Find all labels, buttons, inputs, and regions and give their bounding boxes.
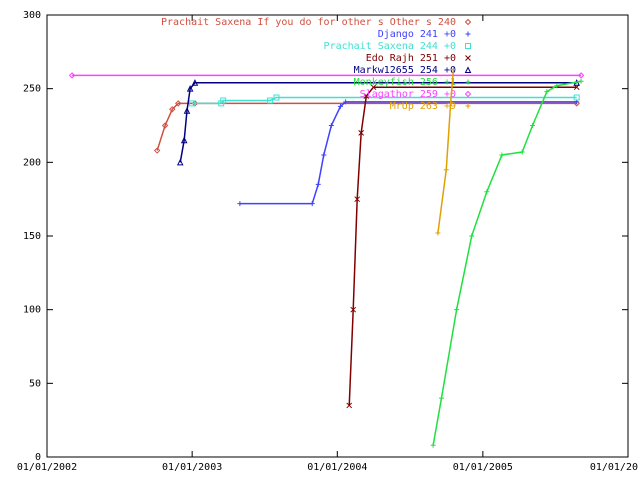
legend-label: Slagathor 259 +0 (360, 89, 456, 100)
point (544, 89, 550, 95)
point (68, 72, 76, 79)
point (354, 196, 361, 203)
point (350, 306, 357, 313)
legend-label: Django 241 +0 (378, 29, 456, 40)
point (273, 94, 280, 101)
series-line (156, 102, 577, 151)
legend-marker (464, 66, 472, 73)
series-line (192, 96, 577, 105)
point (443, 167, 449, 173)
point (363, 93, 370, 99)
point (191, 79, 199, 86)
point (186, 85, 194, 92)
point (267, 97, 274, 104)
legend-marker (465, 103, 471, 109)
point (169, 106, 176, 113)
y-tick-label: 50 (29, 378, 41, 389)
legend-label: Monkeyfish 256 +1 (354, 77, 456, 88)
point (176, 158, 184, 166)
point (499, 152, 505, 158)
point (346, 402, 353, 409)
point (577, 72, 585, 79)
y-tick-label: 100 (23, 305, 41, 316)
y-tick-label: 0 (35, 452, 41, 463)
point (573, 94, 580, 101)
point (183, 107, 191, 114)
x-tick-label: 01/01/20 (590, 462, 638, 473)
series-line (432, 80, 582, 446)
series-line (437, 69, 455, 234)
y-tick-label: 300 (23, 10, 41, 21)
legend-label: Prachait Saxena If you do for other s Ot… (161, 17, 456, 28)
legend-marker (465, 31, 471, 37)
point (175, 100, 182, 107)
point (448, 100, 454, 106)
point (218, 100, 225, 107)
point (343, 99, 349, 105)
point (438, 395, 444, 401)
point (454, 307, 460, 313)
point (161, 122, 169, 129)
legend-marker (464, 90, 472, 98)
legend-marker (465, 43, 471, 49)
point (189, 100, 196, 107)
x-tick-label: 01/01/2004 (307, 462, 367, 473)
point (153, 147, 161, 154)
series-line (179, 82, 577, 163)
point (430, 442, 436, 448)
point (328, 123, 334, 128)
y-tick-label: 150 (23, 231, 41, 242)
y-tick-label: 250 (23, 84, 41, 95)
legend-label: Edo Rajh 251 +0 (366, 53, 456, 64)
point (578, 78, 584, 84)
legend-marker (465, 55, 471, 61)
legend-marker (465, 79, 471, 85)
point (370, 84, 377, 91)
x-tick-label: 01/01/2003 (162, 462, 222, 473)
point (530, 123, 536, 128)
point (337, 103, 343, 109)
point (484, 189, 490, 195)
point (519, 149, 525, 155)
point (358, 130, 365, 136)
point (180, 136, 188, 144)
point (220, 97, 227, 104)
x-tick-label: 01/01/2002 (17, 462, 77, 473)
legend-label: Prachait Saxena 244 +0 (324, 41, 456, 52)
point (554, 83, 560, 89)
point (237, 201, 243, 207)
point (450, 67, 456, 73)
point (309, 201, 315, 207)
legend-label: MrUp 263 +9 (390, 101, 456, 112)
y-tick-label: 200 (23, 157, 41, 168)
legend-label: Markw12655 254 +0 (354, 65, 456, 76)
legend-marker (464, 18, 472, 26)
point (435, 230, 441, 236)
plot-frame (46, 14, 629, 458)
x-tick-label: 01/01/2005 (453, 462, 513, 473)
point (315, 181, 321, 187)
point (469, 233, 475, 239)
point (321, 152, 327, 158)
series-line (348, 86, 577, 406)
series-line (239, 101, 577, 205)
